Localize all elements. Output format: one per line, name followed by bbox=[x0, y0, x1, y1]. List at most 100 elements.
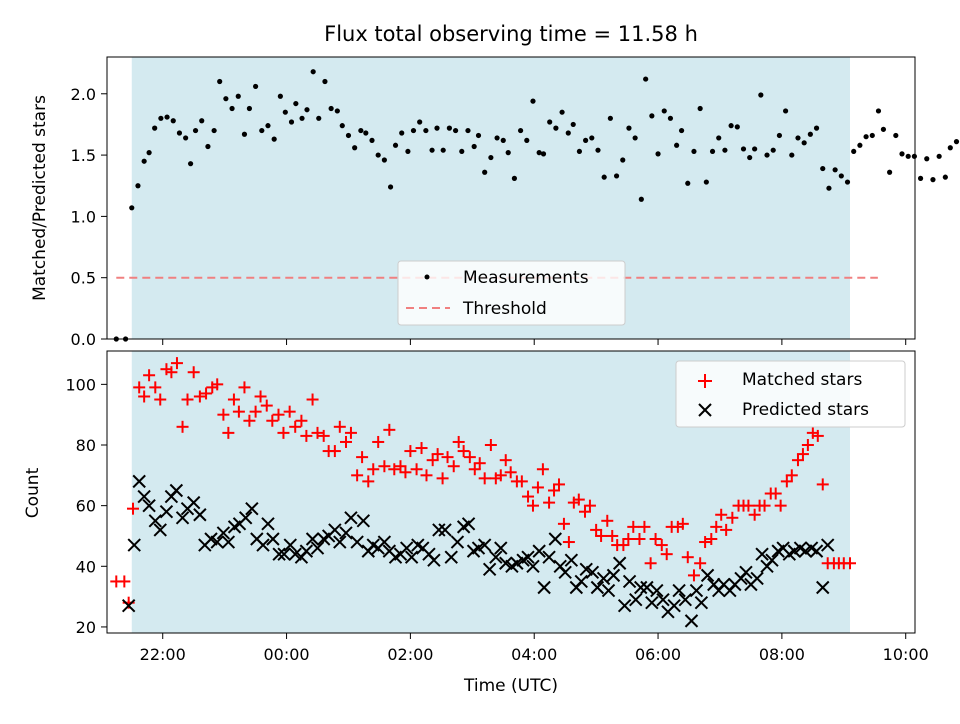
measurement-point bbox=[728, 123, 734, 129]
measurement-point bbox=[369, 137, 375, 143]
matched-star-point bbox=[311, 426, 324, 439]
predicted-star-point bbox=[548, 532, 562, 546]
measurement-point bbox=[697, 105, 703, 112]
matched-star-point bbox=[494, 469, 507, 482]
predicted-star-point bbox=[755, 547, 769, 561]
measurement-point bbox=[345, 132, 352, 139]
measurement-point bbox=[170, 118, 176, 124]
measurement-point bbox=[832, 167, 838, 173]
matched-star-point bbox=[260, 399, 273, 412]
matched-star-point bbox=[227, 393, 240, 406]
matched-star-point bbox=[796, 448, 809, 461]
predicted-star-point bbox=[596, 571, 611, 586]
measurement-point bbox=[423, 127, 429, 134]
predicted-star-point bbox=[427, 553, 441, 567]
measurement-point bbox=[930, 177, 936, 183]
measurement-point bbox=[494, 135, 500, 141]
matched-star-point bbox=[143, 369, 156, 382]
matched-star-point bbox=[774, 499, 787, 512]
predicted-star-point bbox=[640, 580, 654, 595]
measurement-point bbox=[740, 146, 747, 152]
measurement-point bbox=[553, 125, 559, 131]
measurement-point bbox=[530, 98, 536, 104]
matched-star-point bbox=[552, 478, 565, 491]
predicted-star-point bbox=[272, 547, 286, 561]
measurement-point bbox=[229, 105, 235, 112]
measurement-point bbox=[517, 127, 524, 134]
measurement-point bbox=[953, 139, 960, 145]
y-ticks: 20 40 60 80 100 bbox=[65, 375, 107, 637]
y-tick-label: 0.0 bbox=[71, 330, 96, 349]
legend-label-predicted: Predicted stars bbox=[742, 400, 869, 420]
measurement-point bbox=[893, 132, 899, 139]
y-tick-label: 20 bbox=[76, 618, 96, 637]
matched-star-point bbox=[681, 551, 694, 564]
matched-star-point bbox=[441, 451, 454, 464]
measurement-point bbox=[405, 148, 411, 155]
predicted-star-point bbox=[153, 523, 167, 537]
measurement-point bbox=[299, 115, 305, 121]
matched-star-point bbox=[769, 487, 782, 500]
y-axis-label: Matched/Predicted stars bbox=[30, 95, 50, 301]
predicted-star-point bbox=[574, 574, 588, 589]
matched-star-point bbox=[595, 529, 608, 542]
matched-star-point bbox=[617, 539, 630, 552]
matched-star-point bbox=[710, 520, 723, 533]
predicted-star-point bbox=[526, 559, 540, 573]
predicted-star-point bbox=[404, 550, 419, 564]
measurement-point bbox=[199, 118, 205, 124]
matched-star-point bbox=[644, 557, 657, 570]
matched-star-point bbox=[811, 429, 824, 442]
matched-star-point bbox=[138, 390, 151, 403]
matched-star-point bbox=[372, 435, 385, 448]
y-tick-label: 2.0 bbox=[71, 85, 96, 104]
predicted-star-point bbox=[261, 517, 275, 531]
matched-star-point bbox=[344, 426, 357, 439]
measurement-point bbox=[152, 125, 158, 131]
measurement-point bbox=[620, 157, 626, 163]
measurement-point bbox=[752, 146, 758, 152]
predicted-star-point bbox=[438, 523, 452, 537]
measurement-point bbox=[813, 125, 820, 131]
measurement-point bbox=[613, 173, 620, 179]
predicted-star-point bbox=[210, 535, 224, 549]
matched-star-point bbox=[217, 408, 230, 421]
x-ticks: 22:00 00:00 02:00 04:00 06:00 08:00 10:00 bbox=[140, 633, 929, 664]
matched-star-point bbox=[388, 463, 401, 476]
measurement-point bbox=[265, 123, 271, 129]
measurement-point bbox=[363, 130, 369, 136]
measurement-point bbox=[747, 154, 753, 161]
plot-frame bbox=[106, 56, 916, 340]
matched-star-point bbox=[436, 472, 449, 485]
measurement-point bbox=[322, 78, 328, 85]
predicted-star-point bbox=[137, 489, 151, 504]
matched-star-point bbox=[295, 414, 308, 427]
predicted-star-point bbox=[193, 508, 207, 522]
predicted-star-point bbox=[750, 571, 764, 586]
matched-star-point bbox=[801, 439, 814, 451]
matched-star-point bbox=[426, 454, 439, 467]
predicted-star-point bbox=[450, 535, 465, 549]
matched-star-point bbox=[715, 508, 728, 521]
measurement-point bbox=[176, 130, 183, 136]
measurement-point bbox=[649, 113, 655, 119]
matched-star-point bbox=[606, 529, 619, 542]
predicted-star-point bbox=[344, 511, 358, 525]
measurement-point bbox=[452, 127, 459, 134]
matched-star-point bbox=[633, 533, 646, 545]
measurement-point bbox=[844, 179, 851, 185]
predicted-star-point bbox=[667, 599, 681, 613]
matched-star-point bbox=[277, 426, 290, 439]
measurement-point bbox=[626, 125, 632, 131]
matched-star-point bbox=[655, 539, 668, 552]
matched-star-point bbox=[272, 408, 285, 421]
matched-star-point bbox=[378, 460, 391, 473]
predicted-star-point bbox=[305, 532, 320, 546]
measurement-point bbox=[183, 135, 189, 141]
predicted-star-point bbox=[339, 526, 353, 540]
measurement-point bbox=[583, 137, 589, 143]
matched-star-point bbox=[176, 420, 189, 433]
predicted-star-point bbox=[612, 556, 627, 570]
measurement-point bbox=[358, 127, 364, 134]
measurement-point bbox=[875, 108, 882, 114]
